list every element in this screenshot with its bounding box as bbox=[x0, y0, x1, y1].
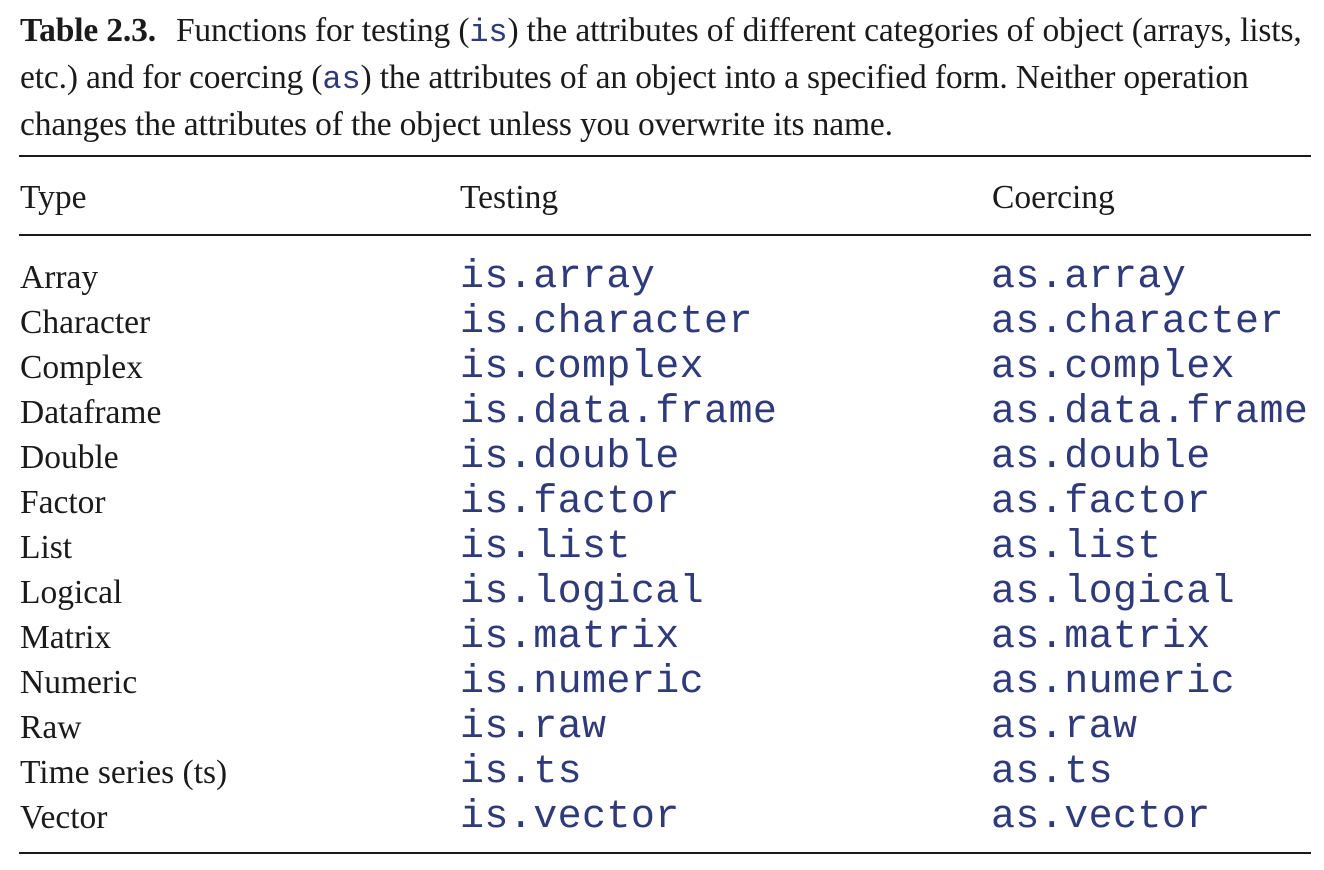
caption-text-part2: ) the attributes of different categories… bbox=[20, 12, 1302, 96]
coercing-function-cell: as.data.frame bbox=[991, 390, 1309, 435]
type-cell: List bbox=[20, 529, 73, 566]
table-bottom-rule bbox=[19, 852, 1311, 854]
table-row: Factor is.factor as.factor bbox=[0, 480, 1324, 525]
type-cell: Logical bbox=[20, 574, 123, 611]
testing-function-cell: is.data.frame bbox=[460, 390, 778, 435]
coercing-function-cell: as.ts bbox=[991, 750, 1114, 795]
header-type: Type bbox=[20, 179, 87, 216]
coercing-function-cell: as.vector bbox=[991, 795, 1211, 840]
testing-function-cell: is.numeric bbox=[460, 660, 705, 705]
type-cell: Time series (ts) bbox=[20, 754, 228, 791]
type-cell: Matrix bbox=[20, 619, 112, 656]
coercing-function-cell: as.character bbox=[991, 300, 1284, 345]
table-top-rule bbox=[19, 155, 1311, 157]
type-cell: Double bbox=[20, 439, 119, 476]
caption-text-part3: ) the attributes of an object into a spe… bbox=[20, 59, 1249, 143]
table-caption: Table 2.3. Functions for testing (is) the… bbox=[20, 8, 1320, 147]
table-row: List is.list as.list bbox=[0, 525, 1324, 570]
caption-code-as: as bbox=[322, 61, 361, 98]
table-row: Array is.array as.array bbox=[0, 255, 1324, 300]
coercing-function-cell: as.array bbox=[991, 255, 1187, 300]
type-cell: Vector bbox=[20, 799, 108, 836]
testing-function-cell: is.matrix bbox=[460, 615, 680, 660]
testing-function-cell: is.factor bbox=[460, 480, 680, 525]
caption-code-is: is bbox=[469, 14, 508, 51]
type-cell: Numeric bbox=[20, 664, 138, 701]
testing-function-cell: is.list bbox=[460, 525, 631, 570]
table-row: Matrix is.matrix as.matrix bbox=[0, 615, 1324, 660]
header-testing: Testing bbox=[460, 179, 559, 216]
testing-function-cell: is.character bbox=[460, 300, 753, 345]
coercing-function-cell: as.list bbox=[991, 525, 1162, 570]
type-cell: Array bbox=[20, 259, 99, 296]
testing-function-cell: is.complex bbox=[460, 345, 705, 390]
table-body: Array is.array as.array Character is.charact… bbox=[0, 255, 1324, 840]
table-header-rule bbox=[19, 234, 1311, 236]
coercing-function-cell: as.numeric bbox=[991, 660, 1236, 705]
coercing-function-cell: as.logical bbox=[991, 570, 1236, 615]
testing-function-cell: is.raw bbox=[460, 705, 607, 750]
table-row: Time series (ts) is.ts as.ts bbox=[0, 750, 1324, 795]
type-cell: Raw bbox=[20, 709, 82, 746]
table-row: Logical is.logical as.logical bbox=[0, 570, 1324, 615]
testing-function-cell: is.logical bbox=[460, 570, 705, 615]
testing-function-cell: is.vector bbox=[460, 795, 680, 840]
caption-text-part1: Functions for testing ( bbox=[175, 12, 470, 49]
table-row: Character is.character as.character bbox=[0, 300, 1324, 345]
header-coercing: Coercing bbox=[992, 179, 1115, 216]
coercing-function-cell: as.double bbox=[991, 435, 1211, 480]
type-cell: Complex bbox=[20, 349, 143, 386]
table-label: Table 2.3. bbox=[20, 12, 156, 49]
table-row: Vector is.vector as.vector bbox=[0, 795, 1324, 840]
coercing-function-cell: as.matrix bbox=[991, 615, 1211, 660]
coercing-function-cell: as.complex bbox=[991, 345, 1236, 390]
type-cell: Factor bbox=[20, 484, 106, 521]
type-cell: Dataframe bbox=[20, 394, 162, 431]
type-cell: Character bbox=[20, 304, 151, 341]
table-row: Raw is.raw as.raw bbox=[0, 705, 1324, 750]
table-row: Double is.double as.double bbox=[0, 435, 1324, 480]
testing-function-cell: is.ts bbox=[460, 750, 583, 795]
coercing-function-cell: as.raw bbox=[991, 705, 1138, 750]
testing-function-cell: is.array bbox=[460, 255, 656, 300]
table-row: Dataframe is.data.frame as.data.frame bbox=[0, 390, 1324, 435]
coercing-function-cell: as.factor bbox=[991, 480, 1211, 525]
table-row: Numeric is.numeric as.numeric bbox=[0, 660, 1324, 705]
table-row: Complex is.complex as.complex bbox=[0, 345, 1324, 390]
testing-function-cell: is.double bbox=[460, 435, 680, 480]
